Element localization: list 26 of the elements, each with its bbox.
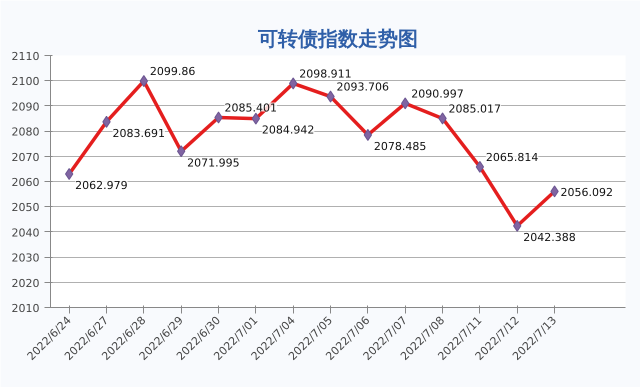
data-label: 2083.691 [112,126,166,140]
y-tick-label: 2110 [12,50,40,63]
data-label: 2099.86 [150,65,196,78]
chart-title: 可转债指数走势图 [257,26,418,50]
data-label: 2056.092 [560,186,614,199]
y-tick-label: 2040 [12,226,40,240]
data-label: 2065.814 [486,150,538,164]
data-label: 2085.017 [448,102,502,116]
data-label: 2071.995 [187,156,240,170]
y-tick-label: 2050 [12,201,40,214]
data-label: 2093.706 [336,80,390,94]
data-label: 2085.401 [224,101,278,114]
y-tick-label: 2020 [12,276,40,290]
y-tick-label: 2090 [12,100,40,114]
data-label: 2090.997 [411,87,464,100]
data-label: 2084.942 [262,124,314,137]
data-label: 2062.979 [75,178,128,192]
data-label: 2042.388 [523,230,576,244]
data-label: 2078.485 [374,140,426,153]
y-tick-label: 2010 [12,302,40,315]
y-tick-label: 2070 [12,150,40,164]
y-tick-label: 2080 [12,126,40,139]
data-label: 2098.911 [299,67,352,80]
y-tick-label: 2030 [12,252,40,265]
y-tick-label: 2060 [12,176,40,189]
y-tick-label: 2100 [12,75,40,88]
